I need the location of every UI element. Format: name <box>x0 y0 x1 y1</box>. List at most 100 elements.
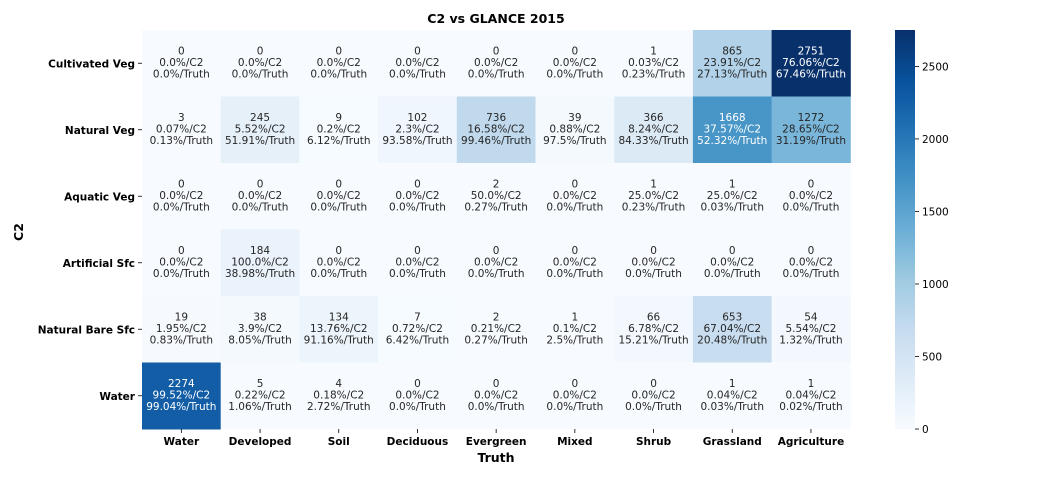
cell-label: 0.0%/Truth <box>389 201 446 213</box>
colorbar-tick-label: 1500 <box>922 206 949 218</box>
cell-label: 0.0%/C2 <box>317 190 361 202</box>
heatmap-cell <box>771 163 851 230</box>
cell-label: 1 <box>729 378 736 390</box>
x-tick-labels: Water Developed Soil Deciduous Evergreen Mixe… <box>164 429 844 448</box>
cell-label: 0 <box>650 378 657 390</box>
cell-label: 28.65%/C2 <box>782 123 840 135</box>
heatmap-cell <box>378 229 458 297</box>
cell-label: 0.0%/C2 <box>395 190 439 202</box>
cell-label: 0 <box>572 245 579 257</box>
heatmap-cell <box>692 96 773 164</box>
cell-label: 67.04%/C2 <box>703 323 761 335</box>
heatmap-cell <box>614 296 694 363</box>
cell-label: 0.04%/C2 <box>707 389 758 401</box>
cell-label: 0.0%/Truth <box>232 68 289 80</box>
cell-label: 1.32%/Truth <box>779 334 843 346</box>
cell-label: 1 <box>650 45 657 57</box>
cell-label: 1.06%/Truth <box>228 401 292 413</box>
cell-label: 1 <box>729 178 736 190</box>
cell-label: 51.91%/Truth <box>225 135 295 147</box>
cell-label: 23.91%/C2 <box>703 57 761 69</box>
cell-label: 8.05%/Truth <box>228 334 292 346</box>
cell-label: 13.76%/C2 <box>310 323 368 335</box>
cell-label: 99.04%/Truth <box>146 401 216 413</box>
cell-label: 0.0%/C2 <box>474 57 518 69</box>
cell-label: 0.0%/Truth <box>310 201 367 213</box>
cell-label: 8.24%/C2 <box>628 123 679 135</box>
cell-label: 38 <box>253 311 266 323</box>
cell-label: 865 <box>722 45 742 57</box>
cell-label: 20.48%/Truth <box>697 334 767 346</box>
cell-label: 0 <box>572 45 579 57</box>
cell-label: 0.0%/C2 <box>317 256 361 268</box>
heatmap-cell <box>142 96 222 164</box>
cell-label: 91.16%/Truth <box>304 334 374 346</box>
cell-label: 0 <box>808 178 815 190</box>
cell-label: 6.12%/Truth <box>307 135 371 147</box>
heatmap-cell <box>771 96 851 164</box>
cell-label: 2.72%/Truth <box>307 401 371 413</box>
x-tick-label: Deciduous <box>387 436 449 448</box>
cell-label: 2.5%/Truth <box>546 334 603 346</box>
cell-label: 5 <box>257 378 264 390</box>
cell-label: 0.0%/C2 <box>238 57 282 69</box>
cell-label: 76.06%/C2 <box>782 57 840 69</box>
cell-label: 84.33%/Truth <box>618 135 688 147</box>
cell-label: 1 <box>808 378 815 390</box>
cell-label: 66 <box>647 311 661 323</box>
cell-label: 0 <box>493 378 500 390</box>
cell-label: 0.23%/Truth <box>622 68 686 80</box>
cell-label: 0.27%/Truth <box>464 334 528 346</box>
cell-label: 0.0%/Truth <box>625 268 682 280</box>
heatmap-cell <box>614 30 694 97</box>
cell-label: 0.0%/C2 <box>474 389 518 401</box>
cell-label: 0.1%/C2 <box>553 323 597 335</box>
cell-label: 5.54%/C2 <box>785 323 836 335</box>
cell-label: 39 <box>568 112 581 124</box>
cell-label: 0.0%/Truth <box>232 201 289 213</box>
y-tick-label: Aquatic Veg <box>64 191 135 203</box>
cell-label: 0.27%/Truth <box>464 201 528 213</box>
cell-label: 0.03%/Truth <box>700 201 764 213</box>
cell-label: 0.88%/C2 <box>549 123 600 135</box>
heatmap-cell <box>535 30 615 97</box>
cell-label: 134 <box>329 311 349 323</box>
cell-label: 0.0%/Truth <box>546 68 603 80</box>
heatmap-cell <box>299 229 379 297</box>
colorbar-tick-label: 1000 <box>922 279 949 291</box>
cell-label: 2.3%/C2 <box>395 123 439 135</box>
cell-label: 0 <box>493 45 500 57</box>
cell-label: 99.52%/C2 <box>153 389 211 401</box>
cell-label: 0 <box>257 178 264 190</box>
heatmap-cell <box>299 163 379 230</box>
cell-label: 6.78%/C2 <box>628 323 679 335</box>
cell-label: 0.0%/Truth <box>389 401 446 413</box>
cell-label: 0.03%/C2 <box>628 57 679 69</box>
heatmap-cell <box>771 362 851 430</box>
cell-label: 653 <box>722 311 742 323</box>
cell-label: 0 <box>414 378 421 390</box>
colorbar-tick-label: 500 <box>922 351 942 363</box>
heatmap-cell <box>299 96 379 164</box>
colorbar <box>895 30 915 429</box>
heatmap-cell <box>220 96 300 164</box>
heatmap-cell <box>142 163 222 230</box>
cell-label: 6.42%/Truth <box>386 334 450 346</box>
heatmap-cell <box>456 163 536 230</box>
heatmap-cell <box>692 229 773 297</box>
y-tick-label: Artificial Sfc <box>63 258 135 270</box>
cell-label: 0.0%/C2 <box>317 57 361 69</box>
cell-label: 0 <box>335 245 342 257</box>
cell-label: 0.02%/Truth <box>779 401 843 413</box>
heatmap-cell <box>299 296 379 363</box>
colorbar-tick-label: 0 <box>922 424 929 436</box>
cell-label: 0.0%/C2 <box>710 256 754 268</box>
cell-label: 38.98%/Truth <box>225 268 295 280</box>
heatmap-cell <box>378 30 458 97</box>
cell-label: 16.58%/C2 <box>467 123 525 135</box>
y-tick-label: Water <box>99 391 135 403</box>
cell-label: 0 <box>178 45 185 57</box>
cell-label: 99.46%/Truth <box>461 135 531 147</box>
cell-label: 97.5%/Truth <box>543 135 607 147</box>
cell-label: 366 <box>644 112 664 124</box>
